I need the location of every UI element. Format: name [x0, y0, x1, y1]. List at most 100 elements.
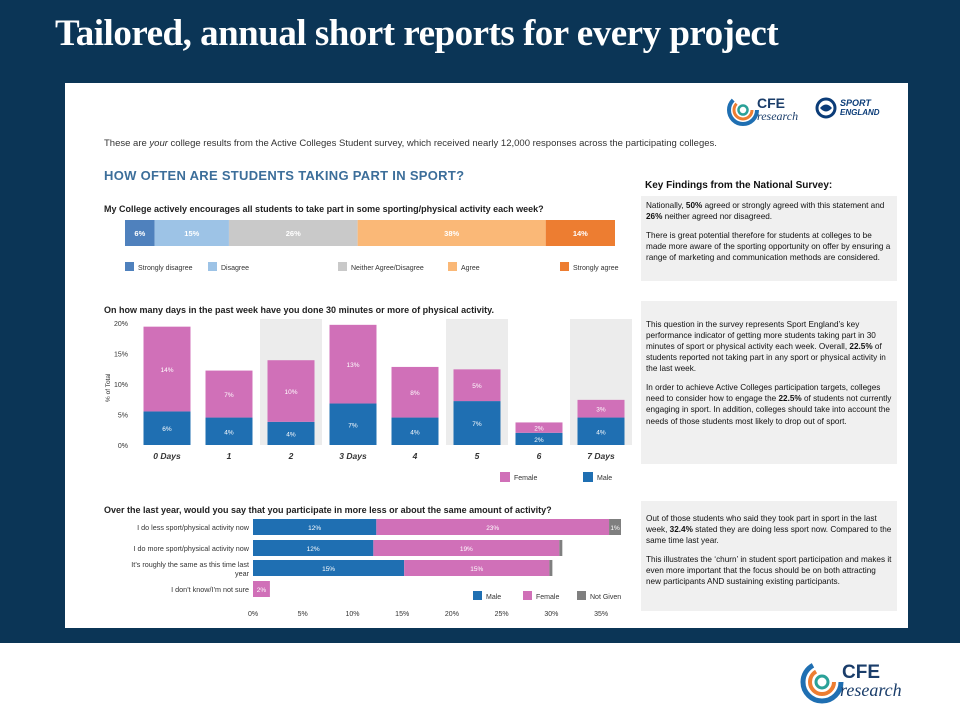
key-findings-para-1: Nationally, 50% agreed or strongly agree…	[646, 201, 885, 222]
days-xtick-2: 2	[288, 451, 294, 461]
change-xtick-5: 25%	[495, 611, 509, 618]
change-legend-swatch-0	[473, 591, 482, 600]
change-label-male-2: 15%	[322, 566, 335, 573]
slide-footer-area: CFE research	[0, 643, 960, 720]
days-legend-female-label: Female	[514, 475, 537, 482]
change-xtick-1: 5%	[298, 611, 308, 618]
agreement-bar-3	[357, 220, 546, 246]
change-label-female-3: 2%	[257, 587, 267, 594]
change-category-label-0-0: I do less sport/physical activity now	[137, 523, 250, 532]
agreement-legend-swatch-2	[338, 262, 347, 271]
change-label-male-1: 12%	[307, 546, 320, 553]
change-category-label-2-1: year	[235, 569, 250, 578]
change-xtick-4: 20%	[445, 611, 459, 618]
change-bar-male-0	[253, 519, 377, 535]
footer-cfe-text: CFE	[842, 662, 880, 683]
days-label-male-7: 4%	[596, 429, 606, 436]
agreement-label-0: 6%	[134, 229, 145, 238]
days-bar-male-5	[453, 401, 501, 445]
change-bar-not-given-2	[549, 560, 553, 576]
chart1-question: My College actively encourages all stude…	[104, 204, 544, 214]
days-label-female-7: 3%	[596, 407, 606, 414]
days-bar-male-7	[577, 417, 625, 445]
days-legend-male-label: Male	[597, 475, 612, 482]
change-bar-not-given-1	[559, 540, 563, 556]
change-xtick-6: 30%	[544, 611, 558, 618]
days-xtick-1: 1	[227, 451, 232, 461]
change-bar-female-1	[373, 540, 560, 556]
change-legend-label-2: Not Given	[590, 594, 621, 601]
days-legend-male-swatch	[583, 472, 593, 482]
days-ytick-3: 15%	[114, 352, 128, 359]
days-label-male-6: 2%	[534, 437, 544, 444]
agreement-legend-label-3: Agree	[461, 265, 480, 272]
agreement-label-3: 38%	[444, 229, 459, 238]
days-bar-female-4	[391, 366, 439, 418]
days-label-male-1: 4%	[224, 429, 234, 436]
agreement-bar-4	[545, 220, 615, 246]
change-legend-swatch-1	[523, 591, 532, 600]
days-bar-male-2	[267, 421, 315, 445]
kpi-para-1: This question in the survey represents S…	[646, 320, 886, 374]
change-label-female-2: 15%	[470, 566, 483, 573]
days-bar-male-6	[515, 432, 563, 445]
days-label-female-1: 7%	[224, 392, 234, 399]
change-category-label-1-0: I do more sport/physical activity now	[134, 544, 250, 553]
days-bar-male-1	[205, 417, 253, 445]
agreement-legend-label-2: Neither Agree/Disagree	[351, 265, 424, 272]
days-label-male-2: 4%	[286, 431, 296, 438]
key-findings-para-2: There is great potential therefore for s…	[646, 231, 891, 263]
days-xtick-5: 5	[475, 451, 480, 461]
change-xtick-2: 10%	[345, 611, 359, 618]
change-label-female-0: 23%	[486, 525, 499, 532]
days-xtick-3: 3 Days	[339, 451, 367, 461]
footer-cfe-logo: CFE research	[800, 658, 920, 708]
agreement-legend-label-0: Strongly disagree	[138, 265, 193, 272]
change-bar-female-0	[376, 519, 610, 535]
days-bar-female-1	[205, 370, 253, 418]
agreement-chart: 6% 15% 26% 38% 14% Strongly disagree Disagree N…	[125, 220, 619, 272]
england-text: ENGLAND	[840, 108, 880, 117]
days-label-male-4: 4%	[410, 429, 420, 436]
change-legend-label-1: Female	[536, 594, 559, 601]
change-bar-not-given-0	[609, 519, 621, 535]
agreement-label-4: 14%	[573, 229, 588, 238]
days-ytick-2: 10%	[114, 382, 128, 389]
days-label-male-3: 7%	[348, 422, 358, 429]
agreement-legend-swatch-1	[208, 262, 217, 271]
days-legend-female-swatch	[500, 472, 510, 482]
key-findings-panel: Nationally, 50% agreed or strongly agree…	[641, 196, 897, 281]
chart3-question: Over the last year, would you say that y…	[104, 505, 552, 515]
agreement-label-1: 15%	[184, 229, 199, 238]
days-label-female-0: 14%	[160, 367, 173, 374]
days-xtick-4: 4	[412, 451, 418, 461]
slide-title: Tailored, annual short reports for every…	[55, 13, 779, 54]
key-findings-title: Key Findings from the National Survey:	[645, 180, 833, 191]
change-bar-female-3	[253, 581, 270, 597]
agreement-legend-swatch-4	[560, 262, 569, 271]
days-label-male-0: 6%	[162, 426, 172, 433]
churn-para-2: This illustrates the ‘churn’ in student …	[646, 555, 892, 587]
days-bar-male-4	[391, 417, 439, 445]
days-ytick-4: 20%	[114, 321, 128, 328]
days-xtick-6: 6	[537, 451, 542, 461]
report-page: CFE research SPORT ENGLAND These are you…	[65, 83, 908, 628]
change-legend-swatch-2	[577, 591, 586, 600]
agreement-legend-swatch-3	[448, 262, 457, 271]
change-legend-label-0: Male	[486, 594, 501, 601]
agreement-legend-label-1: Disagree	[221, 265, 249, 272]
agreement-bar-0	[125, 220, 155, 246]
chart2-question: On how many days in the past week have y…	[104, 305, 494, 315]
sport-text: SPORT	[840, 98, 871, 108]
kpi-panel: This question in the survey represents S…	[641, 301, 897, 464]
churn-para-1: Out of those students who said they took…	[646, 514, 892, 546]
cfe-research-logo: CFE research	[727, 93, 809, 127]
change-category-label-3-0: I don’t know/I’m not sure	[171, 585, 249, 594]
days-ylabel: % of Total	[105, 373, 112, 402]
churn-panel: Out of those students who said they took…	[641, 501, 897, 611]
intro-emphasis: your	[149, 138, 168, 149]
cfe-logo-text: CFE	[757, 95, 785, 111]
research-logo-text: research	[757, 109, 799, 123]
days-xtick-7: 7 Days	[587, 451, 615, 461]
agreement-label-2: 26%	[286, 229, 301, 238]
